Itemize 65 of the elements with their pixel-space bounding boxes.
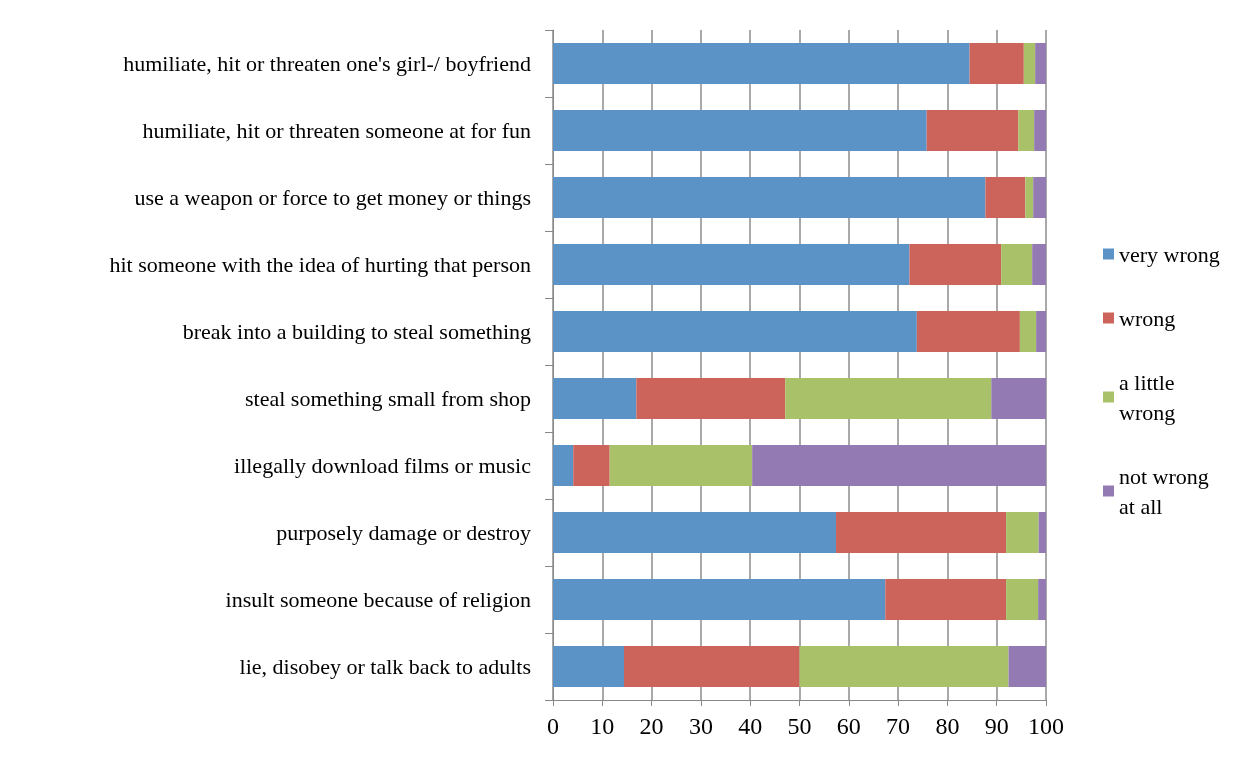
bar	[1033, 177, 1046, 218]
bar	[1006, 512, 1039, 553]
bar	[985, 177, 1026, 218]
bar	[553, 311, 917, 352]
x-tick-label: 0	[547, 713, 559, 739]
x-tick-label: 100	[1028, 713, 1064, 739]
x-tick-label: 20	[639, 713, 664, 739]
bar	[1034, 110, 1046, 151]
legend-label: not wrong at all	[1119, 463, 1215, 519]
bar	[636, 378, 786, 419]
bar	[799, 646, 1009, 687]
y-tick-label: insult someone because of religion	[225, 587, 531, 612]
x-tick-label: 40	[738, 713, 763, 739]
bar	[609, 445, 753, 486]
x-tick-label: 30	[688, 713, 713, 739]
bar	[1008, 646, 1046, 687]
bar	[553, 378, 637, 419]
x-tick-label: 80	[935, 713, 960, 739]
bar	[553, 244, 910, 285]
bar	[623, 646, 800, 687]
bar	[909, 244, 1002, 285]
bar	[553, 646, 624, 687]
bar	[553, 43, 970, 84]
bar	[1025, 177, 1034, 218]
x-tick-label: 90	[984, 713, 1009, 739]
bar	[553, 579, 886, 620]
bar	[885, 579, 1007, 620]
y-tick-label: humiliate, hit or threaten one's girl-/ boyfriend	[123, 51, 531, 76]
bar	[916, 311, 1020, 352]
bar	[1019, 311, 1037, 352]
y-tick-label: hit someone with the idea of hurting that person	[109, 252, 531, 277]
bar	[926, 110, 1019, 151]
bar	[991, 378, 1046, 419]
bar	[1032, 244, 1046, 285]
bar	[835, 512, 1007, 553]
x-tick-label: 60	[836, 713, 861, 739]
x-tick-label: 50	[787, 713, 812, 739]
bar	[573, 445, 610, 486]
bar	[1036, 311, 1046, 352]
bar	[1018, 110, 1035, 151]
bar	[1001, 244, 1033, 285]
bar	[553, 110, 927, 151]
y-tick-label: humiliate, hit or threaten someone at for fun	[142, 118, 531, 143]
y-tick-label: break into a building to steal something	[182, 319, 531, 344]
y-tick-label: use a weapon or force to get money or things	[134, 185, 531, 210]
legend-label: a little wrong	[1119, 369, 1181, 425]
bar	[969, 43, 1024, 84]
bar	[1006, 579, 1039, 620]
bar	[553, 512, 836, 553]
y-tick-label: steal something small from shop	[245, 386, 531, 411]
x-tick-label: 70	[886, 713, 911, 739]
bar	[553, 445, 574, 486]
bar	[1035, 43, 1046, 84]
x-tick-label: 10	[590, 713, 615, 739]
bar	[553, 177, 986, 218]
bar	[752, 445, 1046, 486]
y-tick-label: lie, disobey or talk back to adults	[239, 654, 531, 679]
legend-label: wrong	[1119, 305, 1176, 331]
y-tick-label: illegally download films or music	[234, 453, 532, 478]
legend-label: very wrong	[1119, 241, 1220, 267]
y-tick-label: purposely damage or destroy	[276, 520, 531, 545]
bar	[1038, 512, 1046, 553]
bar	[785, 378, 992, 419]
bar	[1038, 579, 1046, 620]
bar	[1023, 43, 1036, 84]
